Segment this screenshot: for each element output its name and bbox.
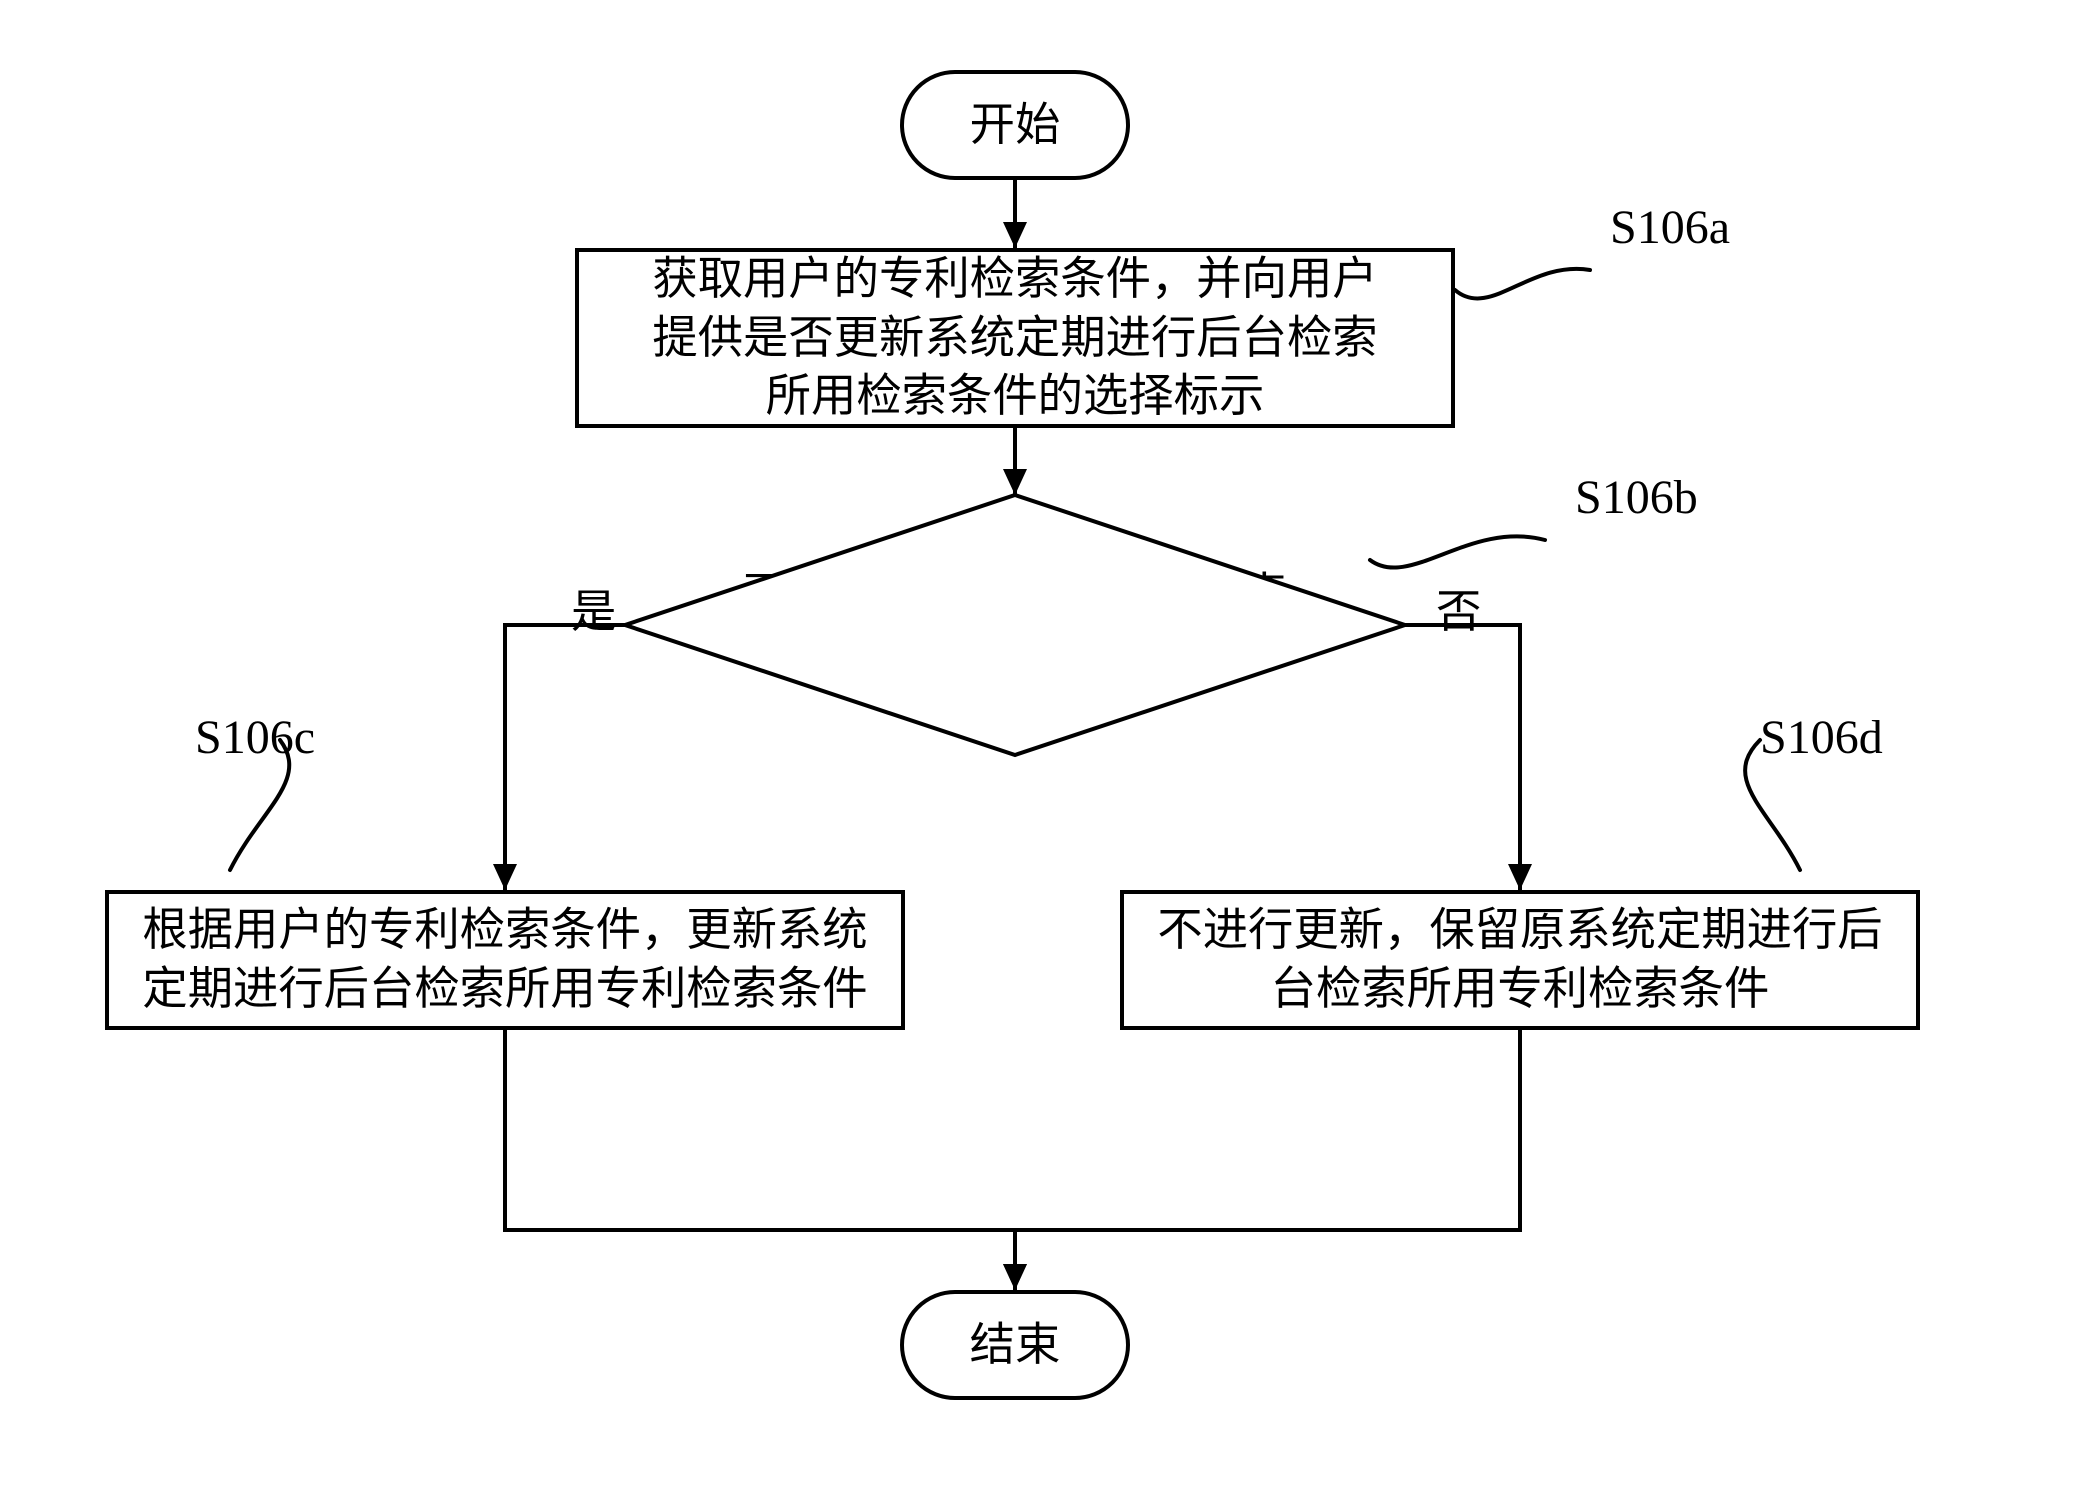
flowchart-canvas: 开始 获取用户的专利检索条件，并向用户 提供是否更新系统定期进行后台检索 所用检… xyxy=(0,0,2096,1500)
process-s106c: 根据用户的专利检索条件，更新系统 定期进行后台检索所用专利检索条件 xyxy=(105,890,905,1030)
decision-s106b-text: 更新系统定期进行后台检索 所用检索条件？ xyxy=(743,566,1287,684)
callout-s106d: S106d xyxy=(1760,710,1883,765)
start-label: 开始 xyxy=(970,96,1061,155)
callout-s106b: S106b xyxy=(1575,470,1698,525)
start-terminator: 开始 xyxy=(900,70,1130,180)
decision-s106b: 更新系统定期进行后台检索 所用检索条件？ xyxy=(625,495,1405,755)
process-s106c-text: 根据用户的专利检索条件，更新系统 定期进行后台检索所用专利检索条件 xyxy=(142,901,867,1019)
callout-s106c: S106c xyxy=(195,710,315,765)
edge-label-yes: 是 xyxy=(565,575,622,641)
process-s106d: 不进行更新，保留原系统定期进行后 台检索所用专利检索条件 xyxy=(1120,890,1920,1030)
end-label: 结束 xyxy=(970,1316,1061,1375)
callout-s106a: S106a xyxy=(1610,200,1730,255)
process-s106a-text: 获取用户的专利检索条件，并向用户 提供是否更新系统定期进行后台检索 所用检索条件… xyxy=(652,250,1377,427)
process-s106d-text: 不进行更新，保留原系统定期进行后 台检索所用专利检索条件 xyxy=(1157,901,1882,1019)
edge-label-no: 否 xyxy=(1430,575,1487,641)
end-terminator: 结束 xyxy=(900,1290,1130,1400)
process-s106a: 获取用户的专利检索条件，并向用户 提供是否更新系统定期进行后台检索 所用检索条件… xyxy=(575,248,1455,428)
